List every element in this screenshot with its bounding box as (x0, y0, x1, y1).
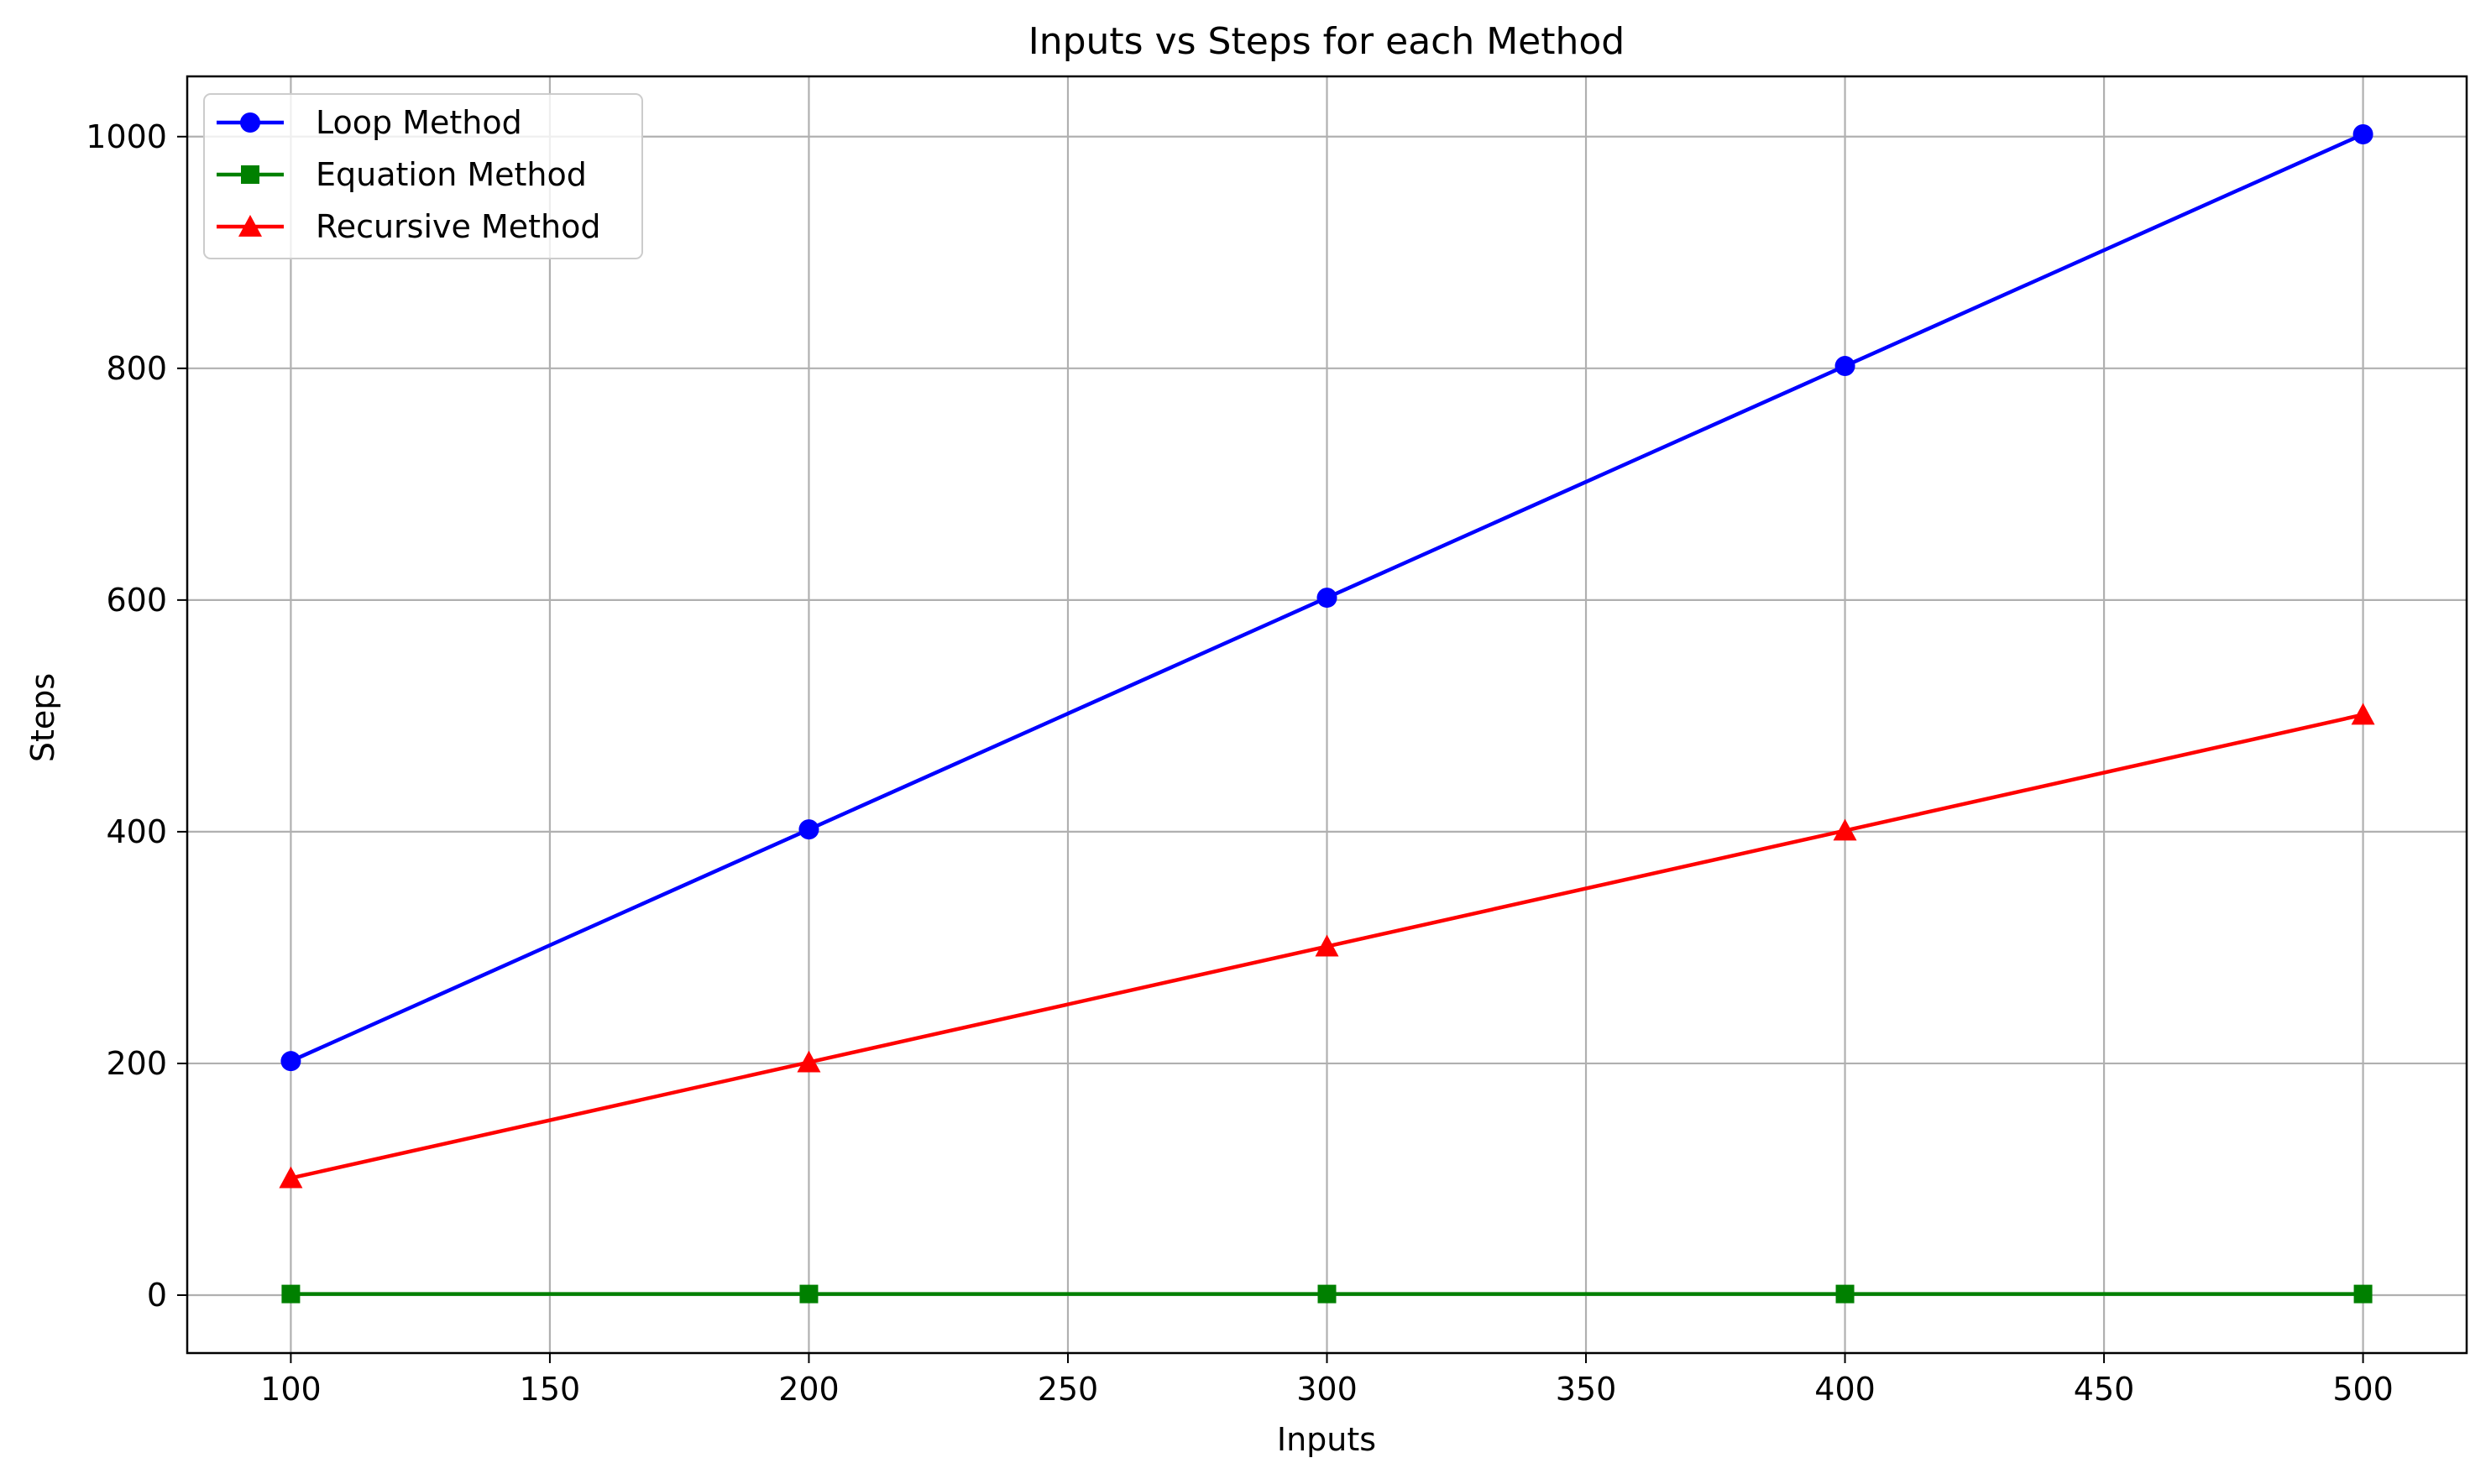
y-tick-label: 800 (106, 350, 167, 387)
x-tick-label: 100 (260, 1371, 322, 1408)
data-point-loop-method (1834, 356, 1855, 377)
y-tick-label: 400 (106, 813, 167, 850)
x-tick-label: 200 (778, 1371, 840, 1408)
x-tick-label: 300 (1296, 1371, 1358, 1408)
data-point-equation-method (281, 1284, 301, 1304)
x-tick-label: 250 (1038, 1371, 1099, 1408)
data-point-recursive-method (2351, 703, 2375, 725)
chart-title: Inputs vs Steps for each Method (1028, 20, 1625, 63)
legend-label-equation-method: Equation Method (316, 156, 587, 193)
x-axis-label: Inputs (1277, 1421, 1376, 1458)
grid-lines (187, 76, 2467, 1353)
data-point-recursive-method (1833, 818, 1857, 841)
data-point-loop-method (1316, 588, 1337, 609)
data-markers (279, 124, 2375, 1304)
legend-label-recursive-method: Recursive Method (316, 208, 601, 245)
legend-marker-loop-method (240, 112, 260, 133)
legend-marker-recursive-method (238, 215, 262, 237)
data-point-recursive-method (1315, 934, 1339, 957)
y-axis-label: Steps (24, 673, 61, 762)
data-point-loop-method (280, 1051, 301, 1072)
x-tick-label: 450 (2074, 1371, 2135, 1408)
data-point-equation-method (799, 1284, 819, 1304)
x-tick-label: 500 (2332, 1371, 2394, 1408)
data-point-loop-method (798, 819, 819, 840)
x-tick-label: 350 (1556, 1371, 1617, 1408)
axis-ticks: 100 150 200 250 300 350 400 450 500 0 200 400 600 800… (86, 118, 2394, 1408)
legend-box (203, 93, 643, 259)
data-point-recursive-method (797, 1050, 821, 1073)
y-tick-label: 0 (147, 1277, 167, 1314)
data-point-equation-method (2353, 1284, 2373, 1304)
x-tick-label: 400 (1814, 1371, 1876, 1408)
x-tick-label: 150 (520, 1371, 581, 1408)
data-point-recursive-method (279, 1166, 303, 1189)
legend-label-loop-method: Loop Method (316, 104, 522, 141)
data-point-equation-method (1835, 1284, 1855, 1304)
y-tick-label: 600 (106, 582, 167, 619)
data-point-loop-method (2352, 124, 2373, 145)
data-point-equation-method (1317, 1284, 1337, 1304)
y-tick-label: 200 (106, 1045, 167, 1082)
legend-marker-equation-method (241, 165, 259, 184)
y-tick-label: 1000 (86, 118, 167, 155)
legend: Loop Method Equation Method Recursive Meth… (203, 93, 643, 259)
